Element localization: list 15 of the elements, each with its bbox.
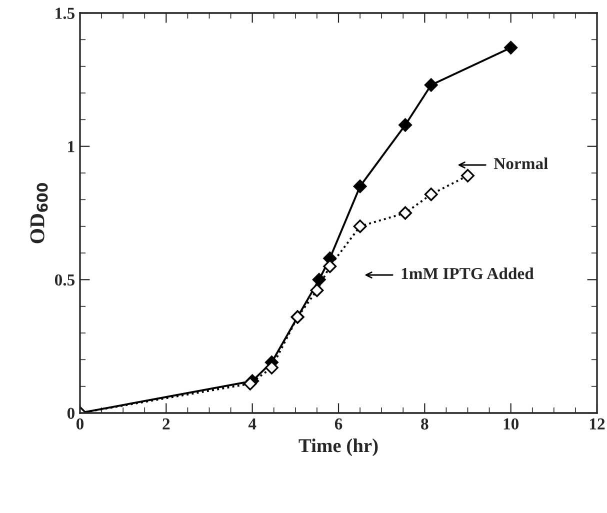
x-tick-label: 2 [162, 418, 170, 430]
y-tick-label: 1.5 [56, 8, 75, 20]
x-tick-label: 12 [590, 418, 605, 430]
x-tick-label: 6 [334, 418, 342, 430]
x-tick-label: 10 [504, 418, 519, 430]
y-tick-label: 0 [67, 408, 75, 419]
x-tick-label: 0 [76, 418, 84, 430]
x-axis-title: Time (hr) [298, 438, 378, 456]
annotation: Normal [494, 157, 548, 170]
y-tick-label: 0.5 [54, 274, 75, 286]
x-tick-label: 8 [421, 418, 428, 430]
y-axis-title: OD$_{600}$ [30, 183, 48, 244]
y-tick-label: 1 [68, 141, 74, 152]
x-tick-label: 4 [248, 418, 256, 430]
annotation: 1mM IPTG Added [402, 267, 534, 280]
